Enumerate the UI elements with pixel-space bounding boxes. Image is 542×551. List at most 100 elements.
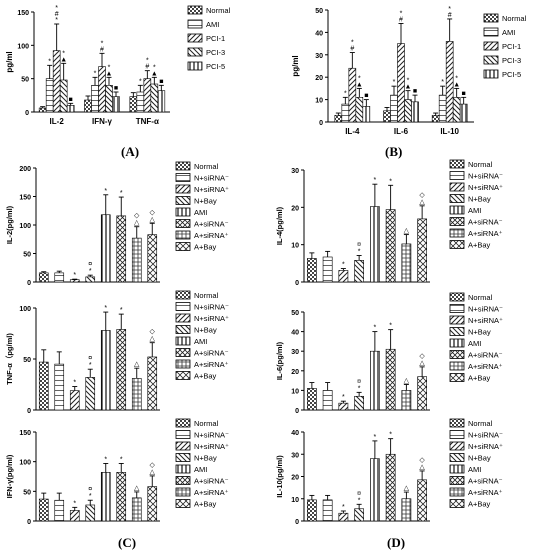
panel-b-significance-mark: * xyxy=(407,78,410,85)
panel-b-ytick-label: 20 xyxy=(315,75,323,82)
panel-d3-bar xyxy=(385,453,396,522)
panel-c1-legend-label: Normal xyxy=(194,162,219,171)
panel-c1-bar xyxy=(85,276,96,283)
panel-b-bar xyxy=(459,103,468,123)
panel-c2-significance-mark: ◇ xyxy=(150,329,156,336)
panel-a-bar xyxy=(38,107,47,113)
panel-d3-legend-label: N+siRNA⁺ xyxy=(468,442,503,451)
panel-d3-legend-swatch xyxy=(449,418,465,428)
panel-d1-bar xyxy=(338,270,349,283)
panel-b-legend-label: PCI-1 xyxy=(502,42,521,51)
panel-b-significance-mark: # xyxy=(399,16,403,23)
panel-c3-significance-mark: △ xyxy=(134,485,140,492)
panel-c1-legend-label: A+Bay xyxy=(194,243,217,252)
panel-d3-legend-swatch xyxy=(449,441,465,451)
panel-b-legend-label: PCI-5 xyxy=(502,70,521,79)
panel-c2-legend-swatch xyxy=(175,348,191,357)
panel-d3-legend-swatch xyxy=(449,499,465,508)
panel-d1-legend-label: Normal xyxy=(468,160,493,169)
panel-d1-bar xyxy=(385,209,396,283)
panel-b-legend-swatch xyxy=(483,41,499,51)
panel-b-legend-swatch xyxy=(483,69,499,79)
panel-a-category-label: IFN-γ xyxy=(92,117,113,126)
panel-b-significance-mark: ▲ xyxy=(356,81,363,88)
panel-c1-significance-mark: ◇ xyxy=(150,209,156,216)
panel-c2-bar xyxy=(69,390,80,411)
panel-c1-legend-swatch xyxy=(175,196,191,205)
panel-c1-significance-mark: * xyxy=(120,190,123,197)
panel-d1-legend-label: AMI xyxy=(468,206,481,215)
panel-a-legend-swatch xyxy=(187,61,203,71)
panel-d1-significance-mark: ¤ xyxy=(357,241,361,248)
panel-d3-legend-swatch xyxy=(449,430,465,439)
panel-d2-bar xyxy=(370,350,380,411)
panel-d3-legend-label: AMI xyxy=(468,465,481,474)
panel-c2-significance-mark: * xyxy=(104,305,107,312)
panel-d1-legend-swatch xyxy=(449,205,465,215)
panel-b-bar xyxy=(404,99,412,123)
panel-c3-legend-label: A+siRNA⁻ xyxy=(194,477,229,486)
panel-b-significance-mark: ▲ xyxy=(405,84,412,91)
panel-c2-legend-label: AMI xyxy=(194,337,207,346)
panel-b-category-label: IL-10 xyxy=(440,127,459,136)
panel-d3-significance-mark: * xyxy=(389,432,392,439)
panel-d2-bar xyxy=(307,388,317,411)
panel-d3-bar xyxy=(370,458,380,522)
panel-b-ytick-label: 0 xyxy=(319,120,323,127)
panel-d2-ytick-label: 40 xyxy=(291,330,299,337)
panel-d2-significance-mark: * xyxy=(389,323,392,330)
panel-c1-bar xyxy=(131,237,142,283)
panel-c2-legend-label: N+Bay xyxy=(194,326,217,335)
panel-c1-ytick-label: 200 xyxy=(19,166,31,173)
panel-c3-legend-swatch xyxy=(175,464,191,474)
panel-b-legend-label: PCI-3 xyxy=(502,56,521,65)
panel-c1-legend-swatch xyxy=(175,184,191,194)
panel-d1-significance-mark: △ xyxy=(404,228,410,235)
panel-b-significance-mark: # xyxy=(448,12,452,19)
panel-c3-legend-label: N+siRNA⁻ xyxy=(194,431,229,440)
panel-b-significance-mark: # xyxy=(350,46,354,53)
panel-c3-bar xyxy=(147,486,158,522)
panel-c2-significance-mark: * xyxy=(89,362,92,369)
panel-c2-significance-mark: * xyxy=(120,307,123,314)
panel-c1-legend-label: N+siRNA⁻ xyxy=(194,174,229,183)
panel-a-legend-label: AMI xyxy=(206,20,219,29)
panel-b-bar xyxy=(383,110,391,123)
panel-c3-significance-mark: ◇ xyxy=(150,462,156,469)
panel-c3-legend-label: Normal xyxy=(194,419,219,428)
panel-b-significance-mark: * xyxy=(344,90,347,97)
panel-a-bar xyxy=(129,96,138,113)
panel-a-bar xyxy=(91,85,99,113)
panel-b-legend-swatch xyxy=(483,13,499,23)
panel-c3-legend-swatch xyxy=(175,487,191,497)
panel-d3-legend-swatch xyxy=(449,464,465,474)
panel-c2-legend-swatch xyxy=(175,290,191,300)
panel-d2-bar xyxy=(322,390,333,411)
panel-b-significance-mark: * xyxy=(351,40,354,47)
panel-d3-legend-label: Normal xyxy=(468,419,493,428)
panel-d2-significance-mark: * xyxy=(358,385,361,392)
panel-a-significance-mark: # xyxy=(145,64,149,71)
panel-d3-legend-label: N+siRNA⁻ xyxy=(468,431,503,440)
panel-c1-bar xyxy=(38,272,49,283)
panel-b-significance-mark: * xyxy=(448,6,451,13)
panel-b-significance-mark: * xyxy=(358,75,361,82)
panel-b-bar xyxy=(341,103,350,123)
panel-d3-legend-swatch xyxy=(449,453,465,462)
panel-a-bar xyxy=(45,78,54,113)
panel-c2-legend-swatch xyxy=(175,313,191,323)
panel-d3-significance-mark: △ xyxy=(419,464,425,471)
panel-c2-ylabel: TNF-α（pg/ml) xyxy=(4,333,14,385)
panel-c1-ylabel: IL-2(pg/ml) xyxy=(5,205,14,244)
panel-c2-legend-label: A+siRNA⁺ xyxy=(194,360,229,369)
panel-c3-significance-mark: * xyxy=(120,456,123,463)
panel-c1-legend-label: AMI xyxy=(194,208,207,217)
panel-c2-legend-label: N+siRNA⁺ xyxy=(194,314,229,323)
panel-c1-legend-swatch xyxy=(175,219,191,228)
panel-b-legend-label: Normal xyxy=(502,14,527,23)
panel-d3-bar xyxy=(417,479,427,522)
panel-d1-legend-swatch xyxy=(449,171,465,180)
panel-d2-ytick-label: 30 xyxy=(291,349,299,356)
panel-d1-legend-swatch xyxy=(449,182,465,192)
panel-b-legend-swatch xyxy=(483,27,499,37)
